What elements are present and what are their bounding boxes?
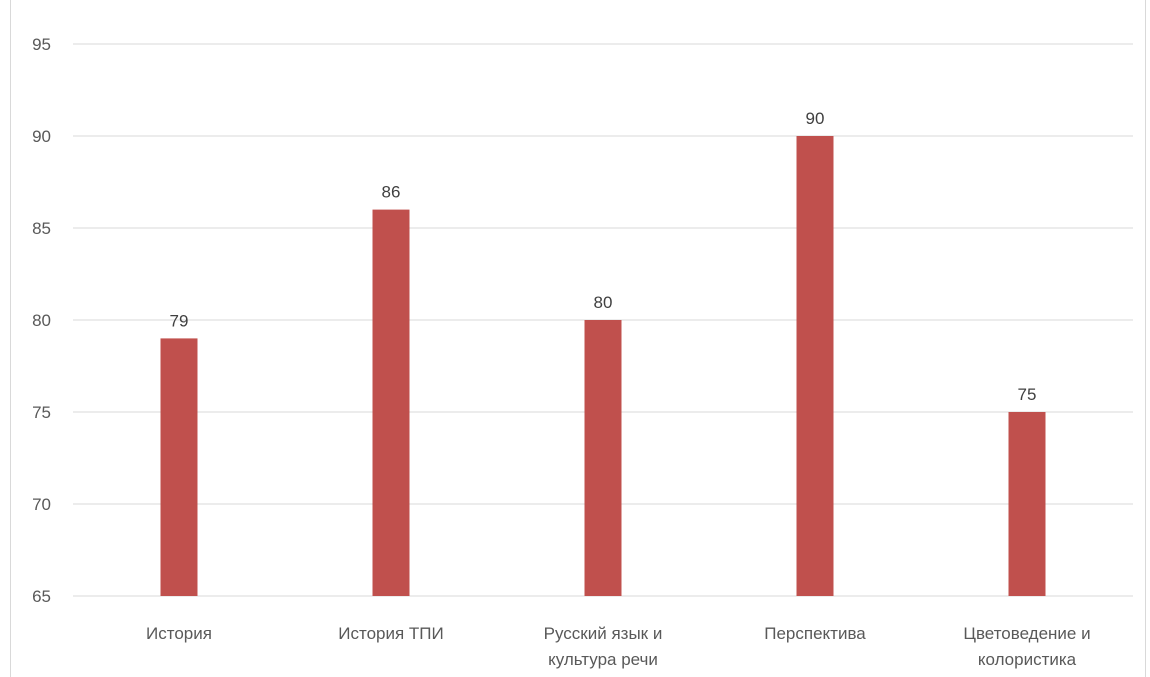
bar: [1008, 412, 1046, 596]
y-tick-label: 90: [32, 127, 51, 146]
data-label: 80: [594, 293, 613, 312]
data-label: 75: [1018, 385, 1037, 404]
data-label: 90: [806, 109, 825, 128]
x-category-label: История ТПИ: [338, 624, 443, 643]
y-tick-label: 95: [32, 35, 51, 54]
bar: [584, 320, 622, 596]
x-category-label: Русский язык и культура речи: [544, 624, 663, 669]
x-axis-categories: История История ТПИ Русский язык и культура…: [146, 624, 1091, 669]
y-tick-label: 85: [32, 219, 51, 238]
bar: [372, 209, 410, 596]
data-label: 79: [170, 311, 189, 330]
bar: [160, 338, 198, 596]
chart-frame: [10, 0, 1146, 677]
bar: [796, 136, 834, 596]
y-tick-label: 75: [32, 403, 51, 422]
x-category-label: Перспектива: [764, 624, 866, 643]
data-labels: 79 86 80 90 75: [170, 109, 1037, 404]
x-category-label: История: [146, 624, 212, 643]
y-tick-label: 70: [32, 495, 51, 514]
data-label: 86: [382, 183, 401, 202]
bars: [160, 136, 1046, 596]
y-tick-label: 80: [32, 311, 51, 330]
y-axis-ticks: 65 70 75 80 85 90 95: [32, 35, 51, 606]
x-category-label: Цветоведение и колористика: [963, 624, 1090, 669]
y-tick-label: 65: [32, 587, 51, 606]
